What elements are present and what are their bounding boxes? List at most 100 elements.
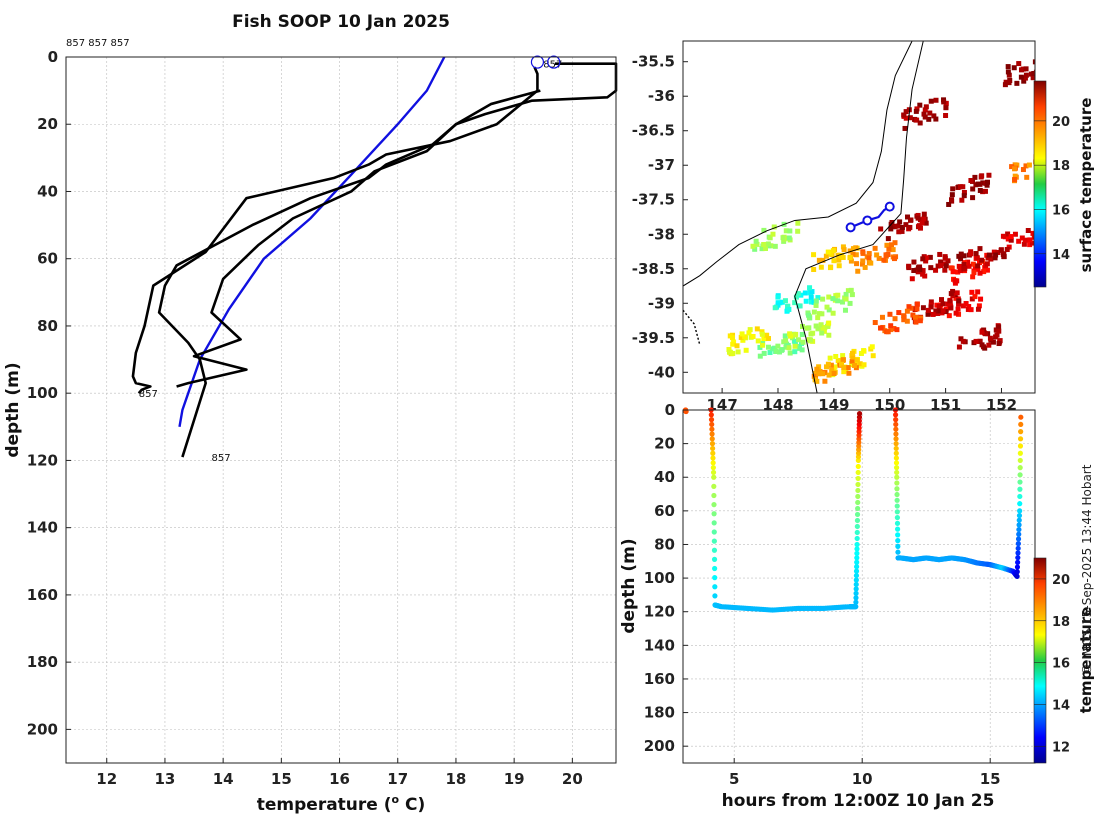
sst-cell: [804, 325, 810, 331]
x-tick-label: 13: [155, 770, 176, 788]
coastline-group: [683, 41, 924, 393]
sst-cell: [1006, 80, 1012, 86]
sst-cell: [993, 327, 999, 333]
depth-time-point: [855, 450, 862, 456]
sst-cell: [938, 259, 944, 265]
sst-cell: [984, 182, 990, 188]
sst-cell: [757, 353, 763, 359]
sst-cell: [822, 325, 828, 331]
sst-cell: [970, 261, 976, 267]
sst-cell: [1024, 174, 1030, 180]
sst-cell: [800, 339, 806, 345]
depth-time-point: [1017, 443, 1024, 449]
sst-cell: [806, 312, 812, 318]
lat-tick-label: -37: [648, 156, 675, 174]
sst-cell: [759, 331, 765, 337]
sst-cell: [830, 310, 836, 316]
sst-cell: [1008, 234, 1014, 240]
profile-y-ticks: 0 20 40 60 80 100 120 140 160 180 200: [27, 48, 71, 738]
sst-cell: [895, 223, 901, 229]
depth-time-point: [854, 546, 860, 552]
sst-cell: [830, 296, 836, 302]
lat-tick-label: -39.5: [632, 329, 675, 347]
sst-cell: [878, 325, 884, 331]
sst-cell: [921, 211, 927, 217]
depth-time-point: [856, 425, 862, 431]
sst-cell: [933, 97, 939, 103]
temperature-colorbar: [1033, 557, 1047, 764]
sst-cell: [847, 255, 853, 261]
sst-cell: [917, 266, 923, 272]
sst-cell: [825, 249, 831, 255]
depth-time-point: [853, 581, 859, 588]
sst-cell: [931, 113, 937, 119]
sst-cell: [833, 293, 839, 299]
depth-time-point: [855, 454, 862, 460]
sst-cell: [907, 115, 913, 121]
sst-cell: [1011, 65, 1017, 71]
sst-cell: [848, 287, 854, 293]
sst-cell: [916, 223, 922, 229]
depth-time-point: [711, 511, 717, 517]
sst-cell: [883, 252, 889, 258]
sst-cell: [980, 180, 986, 186]
sst-cell: [923, 255, 929, 261]
depth-time-point: [855, 481, 861, 488]
sst-cell: [860, 250, 866, 256]
depth-time-point: [709, 441, 716, 447]
sst-cell: [764, 332, 770, 338]
y-tick-label: 40: [654, 468, 675, 486]
depth-time-point: [894, 486, 900, 492]
sst-cell: [772, 345, 778, 351]
sst-cell: [827, 265, 833, 271]
sst-cell: [850, 354, 856, 360]
sst-cell: [754, 241, 760, 247]
sst-cell: [1047, 159, 1052, 164]
y-tick-label: 60: [654, 502, 675, 520]
lon-tick-label: 152: [986, 396, 1017, 414]
sst-cell: [906, 263, 912, 269]
sst-cell: [923, 258, 929, 264]
lat-tick-label: -38: [648, 225, 675, 243]
sst-cell: [988, 256, 994, 262]
depth-time-point: [895, 538, 901, 544]
sst-cell: [726, 347, 732, 353]
depth-time-point: [893, 441, 899, 447]
temperature-colorbar-label: temperature: [1077, 607, 1095, 714]
depth-time-point: [1017, 479, 1023, 485]
sst-cell: [854, 357, 860, 363]
sst-cell: [1019, 235, 1025, 241]
sst-cell: [903, 109, 909, 115]
sst-cell: [982, 345, 988, 351]
sst-cell: [754, 326, 760, 332]
start-marker: [530, 55, 545, 69]
sst-cell: [851, 362, 857, 368]
sst-cell: [927, 110, 933, 116]
sst-cell: [1044, 68, 1049, 73]
sst-cell: [876, 255, 882, 261]
sst-cell: [738, 334, 744, 340]
sst-cell: [787, 350, 793, 356]
sst-cell: [943, 113, 949, 119]
sst-cell: [1023, 163, 1029, 169]
sst-cell: [819, 325, 825, 331]
sst-cell: [1039, 56, 1044, 61]
depth-time-point: [854, 564, 860, 570]
sst-cell: [860, 258, 866, 264]
sst-cell: [958, 251, 964, 257]
sst-colorbar-ticks: 14 16 18 20: [1034, 115, 1070, 263]
depth-time-point: [856, 421, 862, 428]
sst-cell: [747, 327, 753, 333]
sst-cell: [956, 298, 962, 304]
sst-cell: [937, 251, 943, 257]
sst-cell: [978, 174, 984, 180]
sst-cell: [928, 299, 934, 305]
sst-cell: [923, 220, 929, 226]
sst-cell: [730, 350, 736, 356]
sst-cell: [813, 302, 819, 308]
sst-cell: [985, 179, 991, 185]
depth-time-point: [856, 418, 862, 424]
sst-cell: [920, 256, 926, 262]
sst-cell: [979, 342, 985, 348]
sst-cell: [729, 335, 735, 341]
